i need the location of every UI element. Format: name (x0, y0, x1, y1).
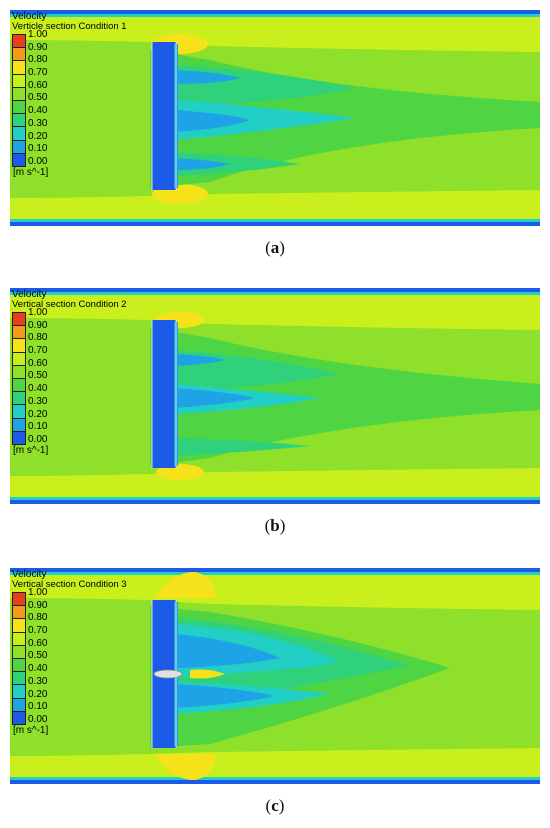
tick-label: 0.10 (28, 701, 48, 713)
tick-label: 0.80 (28, 332, 48, 344)
tick-label: 0.10 (28, 143, 48, 155)
tick-label: 0.80 (28, 612, 48, 624)
legend-ticks: 1.00 0.90 0.80 0.70 0.60 0.50 0.40 0.30 … (28, 587, 47, 727)
legend-unit: [m s^-1] (13, 445, 49, 456)
tick-label: 0.40 (28, 663, 48, 675)
legend-unit: [m s^-1] (13, 167, 49, 178)
velocity-contour-b (10, 288, 540, 504)
tick-label: 0.70 (28, 625, 48, 637)
tick-label: 0.30 (28, 395, 48, 407)
panel-subtitle: Vertical section Condition 3 (12, 579, 127, 590)
tick-label: 0.60 (28, 357, 48, 369)
tick-label: 0.20 (28, 688, 48, 700)
panel-subtitle: Verticle section Condition 1 (12, 21, 127, 32)
velocity-contour-a (10, 10, 540, 226)
tick-label: 0.20 (28, 130, 48, 142)
velocity-legend-c: Velocity Vertical section Condition 3 1.… (12, 569, 127, 736)
contour-panel-b: Velocity Vertical section Condition 2 1.… (10, 288, 540, 504)
legend-title: Velocity (12, 569, 47, 580)
color-scale (12, 592, 26, 725)
tick-label: 0.00 (28, 155, 48, 167)
caption-b: (b) (264, 516, 286, 535)
color-scale (12, 312, 26, 445)
tick-label: 0.40 (28, 105, 48, 117)
velocity-legend-b: Velocity Vertical section Condition 2 1.… (12, 289, 127, 456)
caption-letter: c (271, 796, 279, 815)
tick-label: 0.90 (28, 41, 48, 53)
tick-label: 0.00 (28, 713, 48, 725)
legend-title: Velocity (12, 11, 47, 22)
tick-label: 0.40 (28, 383, 48, 395)
tick-label: 0.00 (28, 433, 48, 445)
tick-label: 0.30 (28, 117, 48, 129)
tick-label: 0.80 (28, 54, 48, 66)
contour-panel-a: Velocity Verticle section Condition 1 1.… (10, 10, 540, 226)
legend-title: Velocity (12, 289, 47, 300)
tick-label: 0.20 (28, 408, 48, 420)
contour-panel-c: Velocity Vertical section Condition 3 1.… (10, 568, 540, 784)
tick-label: 0.60 (28, 79, 48, 91)
legend-unit: [m s^-1] (13, 725, 49, 736)
tick-label: 0.30 (28, 675, 48, 687)
tick-label: 0.50 (28, 650, 48, 662)
tick-label: 0.60 (28, 637, 48, 649)
velocity-legend-a: Velocity Verticle section Condition 1 1.… (12, 11, 127, 178)
tick-label: 0.50 (28, 370, 48, 382)
caption-a: (a) (265, 238, 285, 257)
velocity-contour-c (10, 568, 540, 784)
caption-c: (c) (265, 796, 285, 815)
panel-subtitle: Vertical section Condition 2 (12, 299, 127, 310)
tick-label: 0.90 (28, 599, 48, 611)
legend-ticks: 1.00 0.90 0.80 0.70 0.60 0.50 0.40 0.30 … (28, 307, 47, 447)
caption-letter: b (270, 516, 280, 535)
tick-label: 0.70 (28, 67, 48, 79)
color-scale (12, 34, 26, 167)
tick-label: 1.00 (28, 587, 48, 598)
tick-label: 0.70 (28, 345, 48, 357)
tick-label: 0.50 (28, 92, 48, 104)
tick-label: 0.90 (28, 319, 48, 331)
caption-letter: a (270, 238, 280, 257)
tick-label: 0.10 (28, 421, 48, 433)
tick-label: 1.00 (28, 29, 48, 40)
tick-label: 1.00 (28, 307, 48, 318)
legend-ticks: 1.00 0.90 0.80 0.70 0.60 0.50 0.40 0.30 … (28, 29, 47, 169)
